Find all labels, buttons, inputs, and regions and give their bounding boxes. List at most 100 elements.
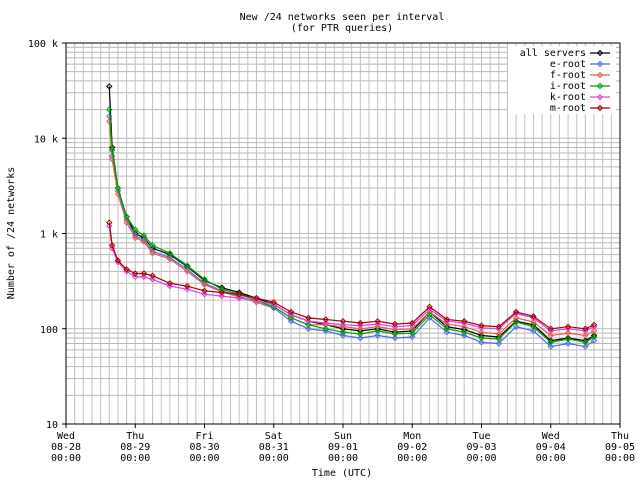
data-point xyxy=(305,321,312,329)
data-point xyxy=(391,330,399,338)
legend-label: i-root xyxy=(550,81,586,92)
data-point xyxy=(374,320,381,328)
legend-box xyxy=(508,46,616,114)
y-tick-label: 1 k xyxy=(40,230,58,241)
data-point xyxy=(374,318,381,325)
data-point xyxy=(149,250,156,257)
data-point xyxy=(478,334,485,342)
data-point xyxy=(590,321,598,329)
y-tick-label: 100 k xyxy=(28,39,58,50)
x-axis-label: Time (UTC) xyxy=(312,468,372,479)
data-point xyxy=(512,323,520,330)
data-point xyxy=(495,340,503,347)
data-point xyxy=(374,323,381,330)
series-m-root xyxy=(106,219,598,332)
x-axis-ticks: Wed08-2800:00Thu08-2900:00Fri08-3000:00S… xyxy=(51,424,635,464)
legend: all serverse-rootf-rooti-rootk-rootm-roo… xyxy=(508,46,616,114)
x-tick-label: 09-05 xyxy=(605,442,635,453)
legend-marker xyxy=(596,49,604,57)
data-point xyxy=(564,329,572,337)
data-point xyxy=(253,294,260,302)
x-tick-label: 09-03 xyxy=(466,442,496,453)
data-point xyxy=(547,339,554,346)
series-line xyxy=(108,222,595,330)
data-point xyxy=(512,314,520,322)
x-tick-label: 00:00 xyxy=(466,453,496,464)
x-tick-label: 09-02 xyxy=(397,442,427,453)
x-tick-label: 00:00 xyxy=(605,453,635,464)
data-point xyxy=(201,280,208,287)
data-point xyxy=(564,323,572,330)
legend-marker xyxy=(596,104,604,112)
data-point xyxy=(409,322,416,329)
y-axis-label: Number of /24 networks xyxy=(6,167,17,299)
data-point xyxy=(582,332,589,339)
data-point xyxy=(149,242,156,249)
data-point xyxy=(183,262,191,269)
data-point xyxy=(108,146,116,154)
data-point xyxy=(530,313,537,320)
data-point xyxy=(108,242,116,249)
data-point xyxy=(270,298,277,306)
legend-label: m-root xyxy=(550,103,586,114)
data-point xyxy=(140,232,148,239)
x-tick-label: 00:00 xyxy=(259,453,289,464)
legend-marker xyxy=(596,93,604,101)
data-point xyxy=(564,340,572,347)
data-point xyxy=(512,308,520,316)
data-point xyxy=(305,318,312,325)
data-point xyxy=(495,323,503,330)
x-tick-label: 09-01 xyxy=(328,442,358,453)
legend-marker xyxy=(596,60,604,68)
chart-subtitle: (for PTR queries) xyxy=(291,23,393,34)
data-point xyxy=(547,337,554,344)
data-point xyxy=(582,339,589,346)
data-point xyxy=(140,270,148,277)
data-point xyxy=(235,293,243,301)
data-point xyxy=(590,337,598,344)
y-tick-label: 10 k xyxy=(34,134,58,145)
data-point xyxy=(409,329,416,337)
series-layer xyxy=(106,83,598,350)
data-point xyxy=(305,325,312,332)
data-point xyxy=(149,272,156,279)
data-point xyxy=(201,281,208,288)
data-point xyxy=(547,325,554,332)
x-tick-label: Thu xyxy=(611,431,629,442)
data-point xyxy=(322,325,329,332)
legend-marker xyxy=(596,82,604,90)
x-tick-label: 00:00 xyxy=(536,453,566,464)
data-point xyxy=(547,343,554,350)
data-point xyxy=(478,328,485,336)
data-point xyxy=(409,333,416,341)
data-point xyxy=(166,280,174,287)
data-point xyxy=(512,318,520,326)
data-point xyxy=(339,332,347,339)
series-line xyxy=(108,109,595,343)
data-point xyxy=(287,311,295,319)
data-point xyxy=(443,328,451,336)
data-point xyxy=(114,184,122,192)
x-tick-label: 09-04 xyxy=(536,442,566,453)
data-point xyxy=(426,303,433,311)
data-point xyxy=(218,286,226,293)
data-point xyxy=(443,316,451,323)
data-point xyxy=(357,322,364,329)
data-point xyxy=(132,226,139,233)
legend-label: k-root xyxy=(550,92,586,103)
data-point xyxy=(443,325,451,332)
x-tick-label: 00:00 xyxy=(397,453,427,464)
chart-title: New /24 networks seen per interval xyxy=(240,12,445,23)
x-tick-label: Wed xyxy=(542,431,560,442)
x-tick-label: 08-28 xyxy=(51,442,81,453)
data-point xyxy=(339,328,347,336)
x-tick-label: Thu xyxy=(126,431,144,442)
data-point xyxy=(123,213,130,220)
data-point xyxy=(166,282,174,290)
data-point xyxy=(287,308,295,316)
data-point xyxy=(590,333,598,341)
data-point xyxy=(140,273,148,281)
data-point xyxy=(339,318,347,325)
legend-marker xyxy=(596,71,604,79)
data-point xyxy=(106,106,113,113)
